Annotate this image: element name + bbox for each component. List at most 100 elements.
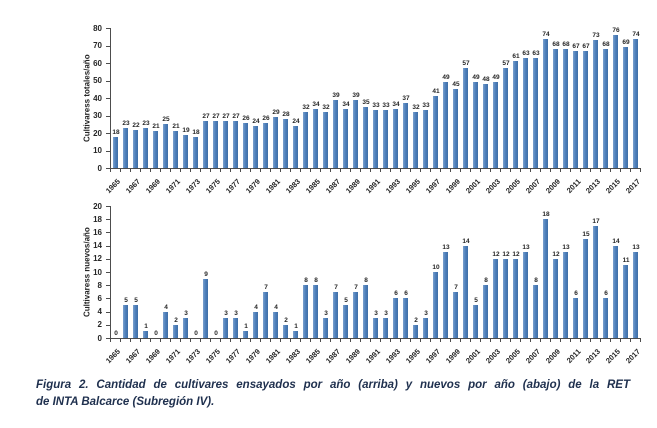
y-tick-label-80: 80 (93, 23, 102, 33)
bar-2001 (473, 305, 478, 338)
value-label-1983: 1 (294, 323, 298, 331)
bar-slot-2005: 61 (511, 28, 521, 168)
bar-2011 (573, 50, 578, 168)
bar-2011 (573, 298, 578, 338)
y-tick-label-70: 70 (93, 41, 102, 50)
bar-slot-1986: 32 (321, 28, 331, 168)
x-tick-label-2015: 2015 (604, 347, 623, 366)
bar-1985 (313, 285, 318, 338)
value-label-1970: 4 (164, 303, 168, 311)
value-label-1992: 3 (384, 310, 388, 318)
bar-slot-1990: 8 (361, 206, 371, 338)
value-label-1967: 5 (134, 297, 138, 304)
value-label-1995: 32 (412, 104, 420, 111)
bar-1990 (363, 106, 368, 168)
bar-slot-2009: 68 (551, 28, 561, 168)
y-tick-mark-4 (106, 311, 110, 313)
y-tick-label-8: 8 (97, 280, 102, 290)
bar-slot-1965: 18 (111, 28, 121, 168)
value-label-1972: 19 (182, 126, 190, 134)
value-label-2005: 12 (512, 250, 520, 258)
bar-slot-1966: 5 (121, 206, 131, 338)
value-label-1965: 0 (114, 330, 118, 337)
value-label-2006: 63 (522, 49, 530, 57)
x-tick-label-1987: 1987 (324, 347, 343, 366)
y-tick-mark-8 (106, 285, 110, 287)
bar-2015 (613, 35, 618, 168)
x-tick-label-2015: 2015 (604, 177, 623, 196)
bar-slot-1981: 29 (271, 28, 281, 168)
value-label-2004: 57 (502, 60, 510, 68)
bar-1997 (433, 96, 438, 168)
bar-slot-2010: 13 (561, 206, 571, 338)
x-tick-label-2017: 2017 (624, 347, 643, 366)
x-tick-label-2001: 2001 (464, 347, 483, 366)
x-tick-label-1999: 1999 (444, 347, 463, 366)
bar-slot-1987: 39 (331, 28, 341, 168)
value-label-2015: 76 (612, 27, 620, 34)
x-tick-label-1975: 1975 (204, 347, 223, 366)
x-tick-label-1967: 1967 (124, 347, 143, 366)
y-tick-label-12: 12 (93, 254, 102, 264)
value-label-1966: 23 (122, 119, 130, 127)
bar-slot-2011: 6 (571, 206, 581, 338)
value-label-1970: 25 (162, 116, 170, 124)
bar-2004 (503, 68, 508, 168)
bar-slot-1982: 2 (281, 206, 291, 338)
x-tick-label-2007: 2007 (524, 347, 543, 366)
value-label-1984: 8 (304, 277, 308, 285)
bar-slot-1980: 7 (261, 206, 271, 338)
bar-slot-1999: 45 (451, 28, 461, 168)
bar-1980 (263, 291, 268, 338)
value-label-1971: 2 (174, 316, 178, 324)
bar-slot-2007: 8 (531, 206, 541, 338)
bar-slot-1989: 7 (351, 206, 361, 338)
value-label-2008: 18 (542, 211, 550, 219)
value-label-2002: 48 (482, 76, 490, 83)
bar-slot-1988: 5 (341, 206, 351, 338)
value-label-1978: 26 (242, 114, 250, 122)
x-tick-label-1969: 1969 (144, 347, 163, 366)
bar-1974 (203, 120, 208, 168)
x-tick-label-2011: 2011 (564, 177, 583, 195)
x-tick-label-1999: 1999 (444, 177, 463, 196)
bar-slot-2017: 74 (631, 28, 641, 168)
bar-1994 (403, 298, 408, 338)
y-tick-label-30: 30 (93, 111, 102, 120)
value-label-2008: 74 (542, 30, 550, 38)
x-tick-label-1985: 1985 (304, 177, 323, 196)
value-label-2006: 13 (522, 244, 530, 252)
value-label-1980: 7 (264, 283, 268, 291)
value-label-2007: 63 (532, 49, 540, 57)
bar-2016 (623, 47, 628, 168)
value-label-1999: 45 (452, 81, 460, 89)
value-label-1985: 34 (312, 100, 320, 108)
bar-slot-1971: 2 (171, 206, 181, 338)
bar-slot-1985: 34 (311, 28, 321, 168)
bar-slot-1976: 27 (221, 28, 231, 168)
bar-slot-2006: 63 (521, 28, 531, 168)
value-label-1988: 5 (344, 297, 348, 304)
x-tick-label-1989: 1989 (344, 347, 363, 366)
value-label-1977: 27 (232, 112, 240, 120)
value-label-1966: 5 (124, 297, 128, 304)
value-label-1973: 18 (192, 128, 200, 136)
bar-2002 (483, 84, 488, 168)
y-tick-mark-50 (106, 80, 110, 82)
x-tick-label-2009: 2009 (544, 347, 563, 366)
value-label-2007: 8 (534, 277, 538, 285)
figure-caption-line1: Figura 2. Cantidad de cultivares ensayad… (36, 379, 630, 391)
bar-2009 (553, 258, 558, 338)
x-tick-label-1969: 1969 (144, 177, 163, 196)
bar-1982 (283, 324, 288, 338)
bar-1967 (133, 305, 138, 338)
value-label-2000: 14 (462, 237, 470, 245)
value-label-2016: 69 (622, 39, 630, 47)
y-tick-label-2: 2 (97, 320, 102, 330)
value-label-2000: 57 (462, 60, 470, 68)
bar-slot-1998: 13 (441, 206, 451, 338)
y-tick-mark-14 (106, 245, 110, 247)
bar-slot-1978: 1 (241, 206, 251, 338)
bar-slot-1986: 3 (321, 206, 331, 338)
bar-slot-1996: 3 (421, 206, 431, 338)
